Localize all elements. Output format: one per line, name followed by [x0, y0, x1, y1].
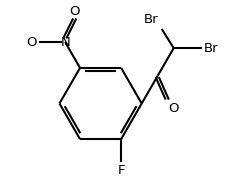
Text: F: F	[117, 164, 125, 177]
Text: N: N	[60, 36, 70, 49]
Text: Br: Br	[203, 42, 218, 55]
Text: O: O	[168, 102, 179, 115]
Text: O: O	[26, 36, 37, 49]
Text: Br: Br	[144, 13, 159, 26]
Text: O: O	[69, 5, 80, 18]
